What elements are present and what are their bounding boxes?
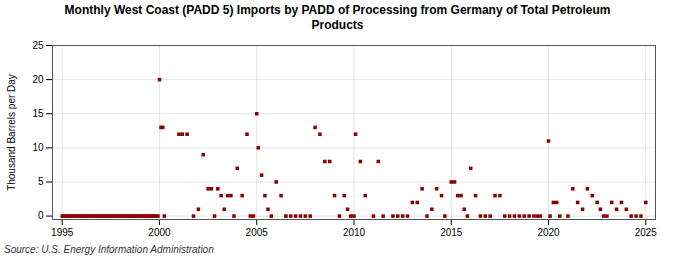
svg-text:20: 20 bbox=[32, 74, 44, 85]
svg-text:2020: 2020 bbox=[537, 227, 560, 238]
svg-text:2005: 2005 bbox=[246, 227, 269, 238]
svg-text:2015: 2015 bbox=[440, 227, 463, 238]
svg-text:25: 25 bbox=[32, 40, 44, 51]
svg-text:0: 0 bbox=[38, 210, 44, 221]
html-text:Monthly West Coast (PADD 5) Im: Monthly West Coast (PADD 5) Imports by P… bbox=[64, 3, 611, 32]
html-text:Source: U.S. Energy Informatio: Source: U.S. Energy Information Administ… bbox=[4, 244, 214, 255]
svg-text:2025: 2025 bbox=[635, 227, 658, 238]
svg-text:Thousand Barrels per Day: Thousand Barrels per Day bbox=[6, 74, 17, 191]
svg-text:2010: 2010 bbox=[343, 227, 366, 238]
svg-text:5: 5 bbox=[38, 176, 44, 187]
svg-text:10: 10 bbox=[32, 142, 44, 153]
svg-text:2000: 2000 bbox=[148, 227, 171, 238]
svg-text:1995: 1995 bbox=[51, 227, 74, 238]
svg-text:15: 15 bbox=[32, 108, 44, 119]
